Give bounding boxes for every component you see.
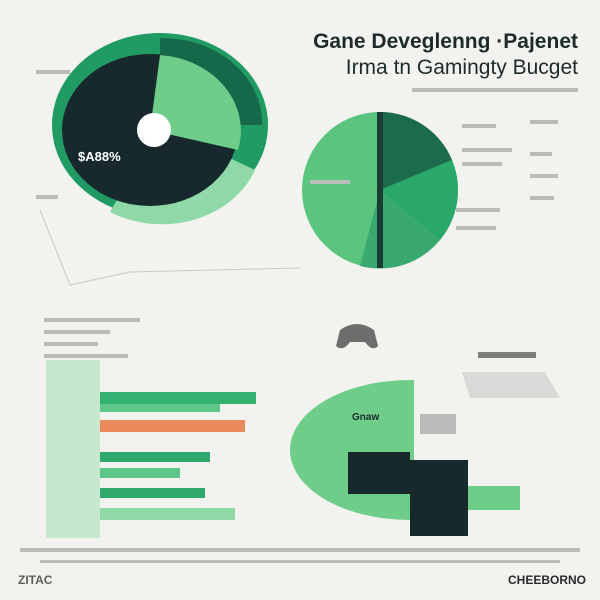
pie-legend <box>310 120 558 230</box>
connector <box>39 209 301 286</box>
title: Gane Deveglenng ·Pajenet <box>313 30 578 53</box>
half-chart: Gnaw <box>290 380 520 536</box>
footer-right: CHEEBORNO <box>508 573 586 587</box>
donut-label: $A88% <box>78 149 121 164</box>
half-chart-label: Gnaw <box>352 412 379 423</box>
caption-line <box>412 88 578 92</box>
text-line <box>478 352 536 358</box>
text-block <box>420 414 456 434</box>
donut-chart: $A88% <box>52 33 268 225</box>
footer-line <box>40 560 560 563</box>
shadow <box>462 372 560 398</box>
pie-chart <box>302 112 459 269</box>
title: Irma tn Gamingty Bucget <box>346 56 578 79</box>
footer-left: ZITAC <box>18 573 53 587</box>
footer-line <box>20 548 580 552</box>
controller-icon <box>336 324 378 349</box>
text-line <box>36 70 70 74</box>
bar-chart <box>46 360 256 538</box>
text-line <box>36 195 58 199</box>
text-block <box>44 318 140 358</box>
